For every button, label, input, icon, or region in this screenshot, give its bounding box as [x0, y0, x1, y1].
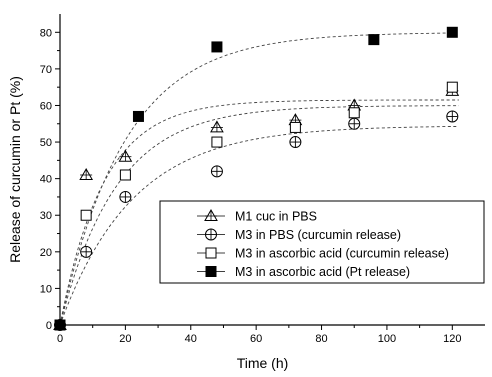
data-point-series-2	[289, 136, 302, 149]
y-tick-label: 10	[40, 283, 52, 295]
legend-marker-series-3	[205, 247, 217, 259]
legend-marker-series-1	[204, 208, 218, 221]
y-tick-label: 80	[40, 27, 52, 39]
fit-line-series-4	[59, 32, 459, 326]
x-tick-label: 120	[443, 333, 461, 345]
data-point-series-1	[118, 149, 133, 162]
legend-label-series-4: M3 in ascorbic acid (Pt release)	[235, 265, 410, 279]
data-point-series-2	[446, 110, 459, 123]
x-tick-label: 20	[119, 333, 131, 345]
square-filled-shape	[211, 41, 223, 53]
square-shape	[119, 169, 131, 181]
legend-label-series-3: M3 in ascorbic acid (curcumin release)	[235, 247, 449, 261]
x-tick-label: 80	[315, 333, 327, 345]
data-point-series-2	[348, 117, 361, 130]
legend-label-series-2: M3 in PBS (curcumin release)	[235, 228, 401, 242]
square-filled-shape	[446, 26, 458, 38]
data-point-series-1	[79, 167, 94, 180]
y-tick-label: 50	[40, 137, 52, 149]
data-point-series-2	[119, 190, 132, 203]
legend-label-series-1: M1 cuc in PBS	[235, 210, 317, 224]
data-point-series-4	[211, 41, 223, 53]
fit-line-series-2	[59, 125, 459, 326]
square-shape	[348, 107, 360, 119]
data-point-series-3	[289, 121, 301, 133]
y-tick-label: 70	[40, 64, 52, 76]
square-filled-shape	[132, 110, 144, 122]
legend: M1 cuc in PBS M3 in PBS (curcumin release…	[159, 200, 485, 284]
x-tick-label: 0	[57, 333, 63, 345]
square-filled-shape	[205, 266, 217, 277]
data-point-series-4	[132, 110, 144, 122]
square-filled-shape	[368, 34, 380, 46]
legend-marker-series-2	[205, 228, 217, 241]
square-shape	[80, 209, 92, 221]
data-point-series-3	[80, 209, 92, 221]
data-point-series-4	[54, 319, 66, 331]
data-point-series-4	[446, 26, 458, 38]
data-point-series-1	[210, 120, 224, 133]
y-tick-label: 0	[46, 320, 52, 332]
x-axis-title: Time (h)	[237, 355, 289, 371]
square-shape	[211, 136, 223, 148]
y-tick-label: 20	[40, 247, 52, 259]
data-point-series-2	[80, 245, 93, 258]
x-tick-label: 40	[185, 333, 197, 345]
square-shape	[289, 121, 301, 133]
legend-marker-series-4	[205, 266, 217, 277]
data-point-series-3	[348, 107, 360, 119]
axes: 0 20 40 60 80 100 120 0 10 20 30 40 50 60 70 80	[40, 14, 485, 345]
square-filled-shape	[54, 319, 66, 331]
square-shape	[205, 247, 217, 259]
square-shape	[446, 81, 458, 93]
x-tick-label: 100	[378, 333, 396, 345]
data-point-series-3	[119, 169, 131, 181]
y-tick-label: 60	[40, 100, 52, 112]
y-axis-title: Release of curcumin or Pt (%)	[7, 76, 23, 263]
data-markers	[53, 26, 460, 331]
data-point-series-2	[210, 165, 223, 178]
data-point-series-4	[368, 34, 380, 46]
y-tick-label: 30	[40, 210, 52, 222]
y-tick-label: 40	[40, 174, 52, 186]
data-point-series-3	[211, 136, 223, 148]
data-point-series-3	[446, 81, 458, 93]
x-tick-label: 60	[250, 333, 262, 345]
fit-line-series-1	[59, 99, 459, 326]
